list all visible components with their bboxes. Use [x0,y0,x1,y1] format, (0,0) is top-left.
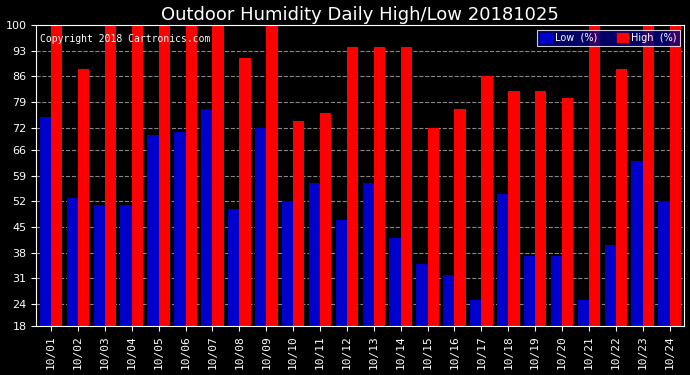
Bar [132,25,143,375]
Bar [94,205,105,375]
Bar [186,25,197,375]
Bar [51,25,62,375]
Bar [670,25,681,375]
Bar [266,25,277,375]
Bar [631,161,643,375]
Bar [374,47,385,375]
Bar [524,256,535,375]
Bar [175,132,186,375]
Bar [201,110,213,375]
Bar [105,25,116,375]
Bar [228,209,239,375]
Bar [604,245,616,375]
Bar [239,58,250,375]
Bar [282,201,293,375]
Bar [643,25,654,375]
Bar [535,91,546,375]
Bar [455,110,466,375]
Bar [308,183,320,375]
Bar [551,256,562,375]
Bar [578,300,589,375]
Bar [362,183,374,375]
Bar [320,113,331,375]
Bar [78,69,89,375]
Bar [509,91,520,375]
Bar [658,201,670,375]
Bar [159,25,170,375]
Bar [401,47,412,375]
Bar [562,99,573,375]
Bar [213,25,224,375]
Bar [443,274,455,375]
Bar [347,47,358,375]
Bar [389,238,401,375]
Bar [67,198,78,375]
Bar [482,76,493,375]
Text: Copyright 2018 Cartronics.com: Copyright 2018 Cartronics.com [39,34,210,44]
Bar [40,117,51,375]
Bar [428,128,439,375]
Bar [148,135,159,375]
Bar [616,69,627,375]
Bar [416,264,428,375]
Bar [589,25,600,375]
Legend: Low  (%), High  (%): Low (%), High (%) [538,30,680,46]
Bar [293,120,304,375]
Bar [255,128,266,375]
Title: Outdoor Humidity Daily High/Low 20181025: Outdoor Humidity Daily High/Low 20181025 [161,6,560,24]
Bar [497,194,509,375]
Bar [335,220,347,375]
Bar [470,300,482,375]
Bar [121,205,132,375]
